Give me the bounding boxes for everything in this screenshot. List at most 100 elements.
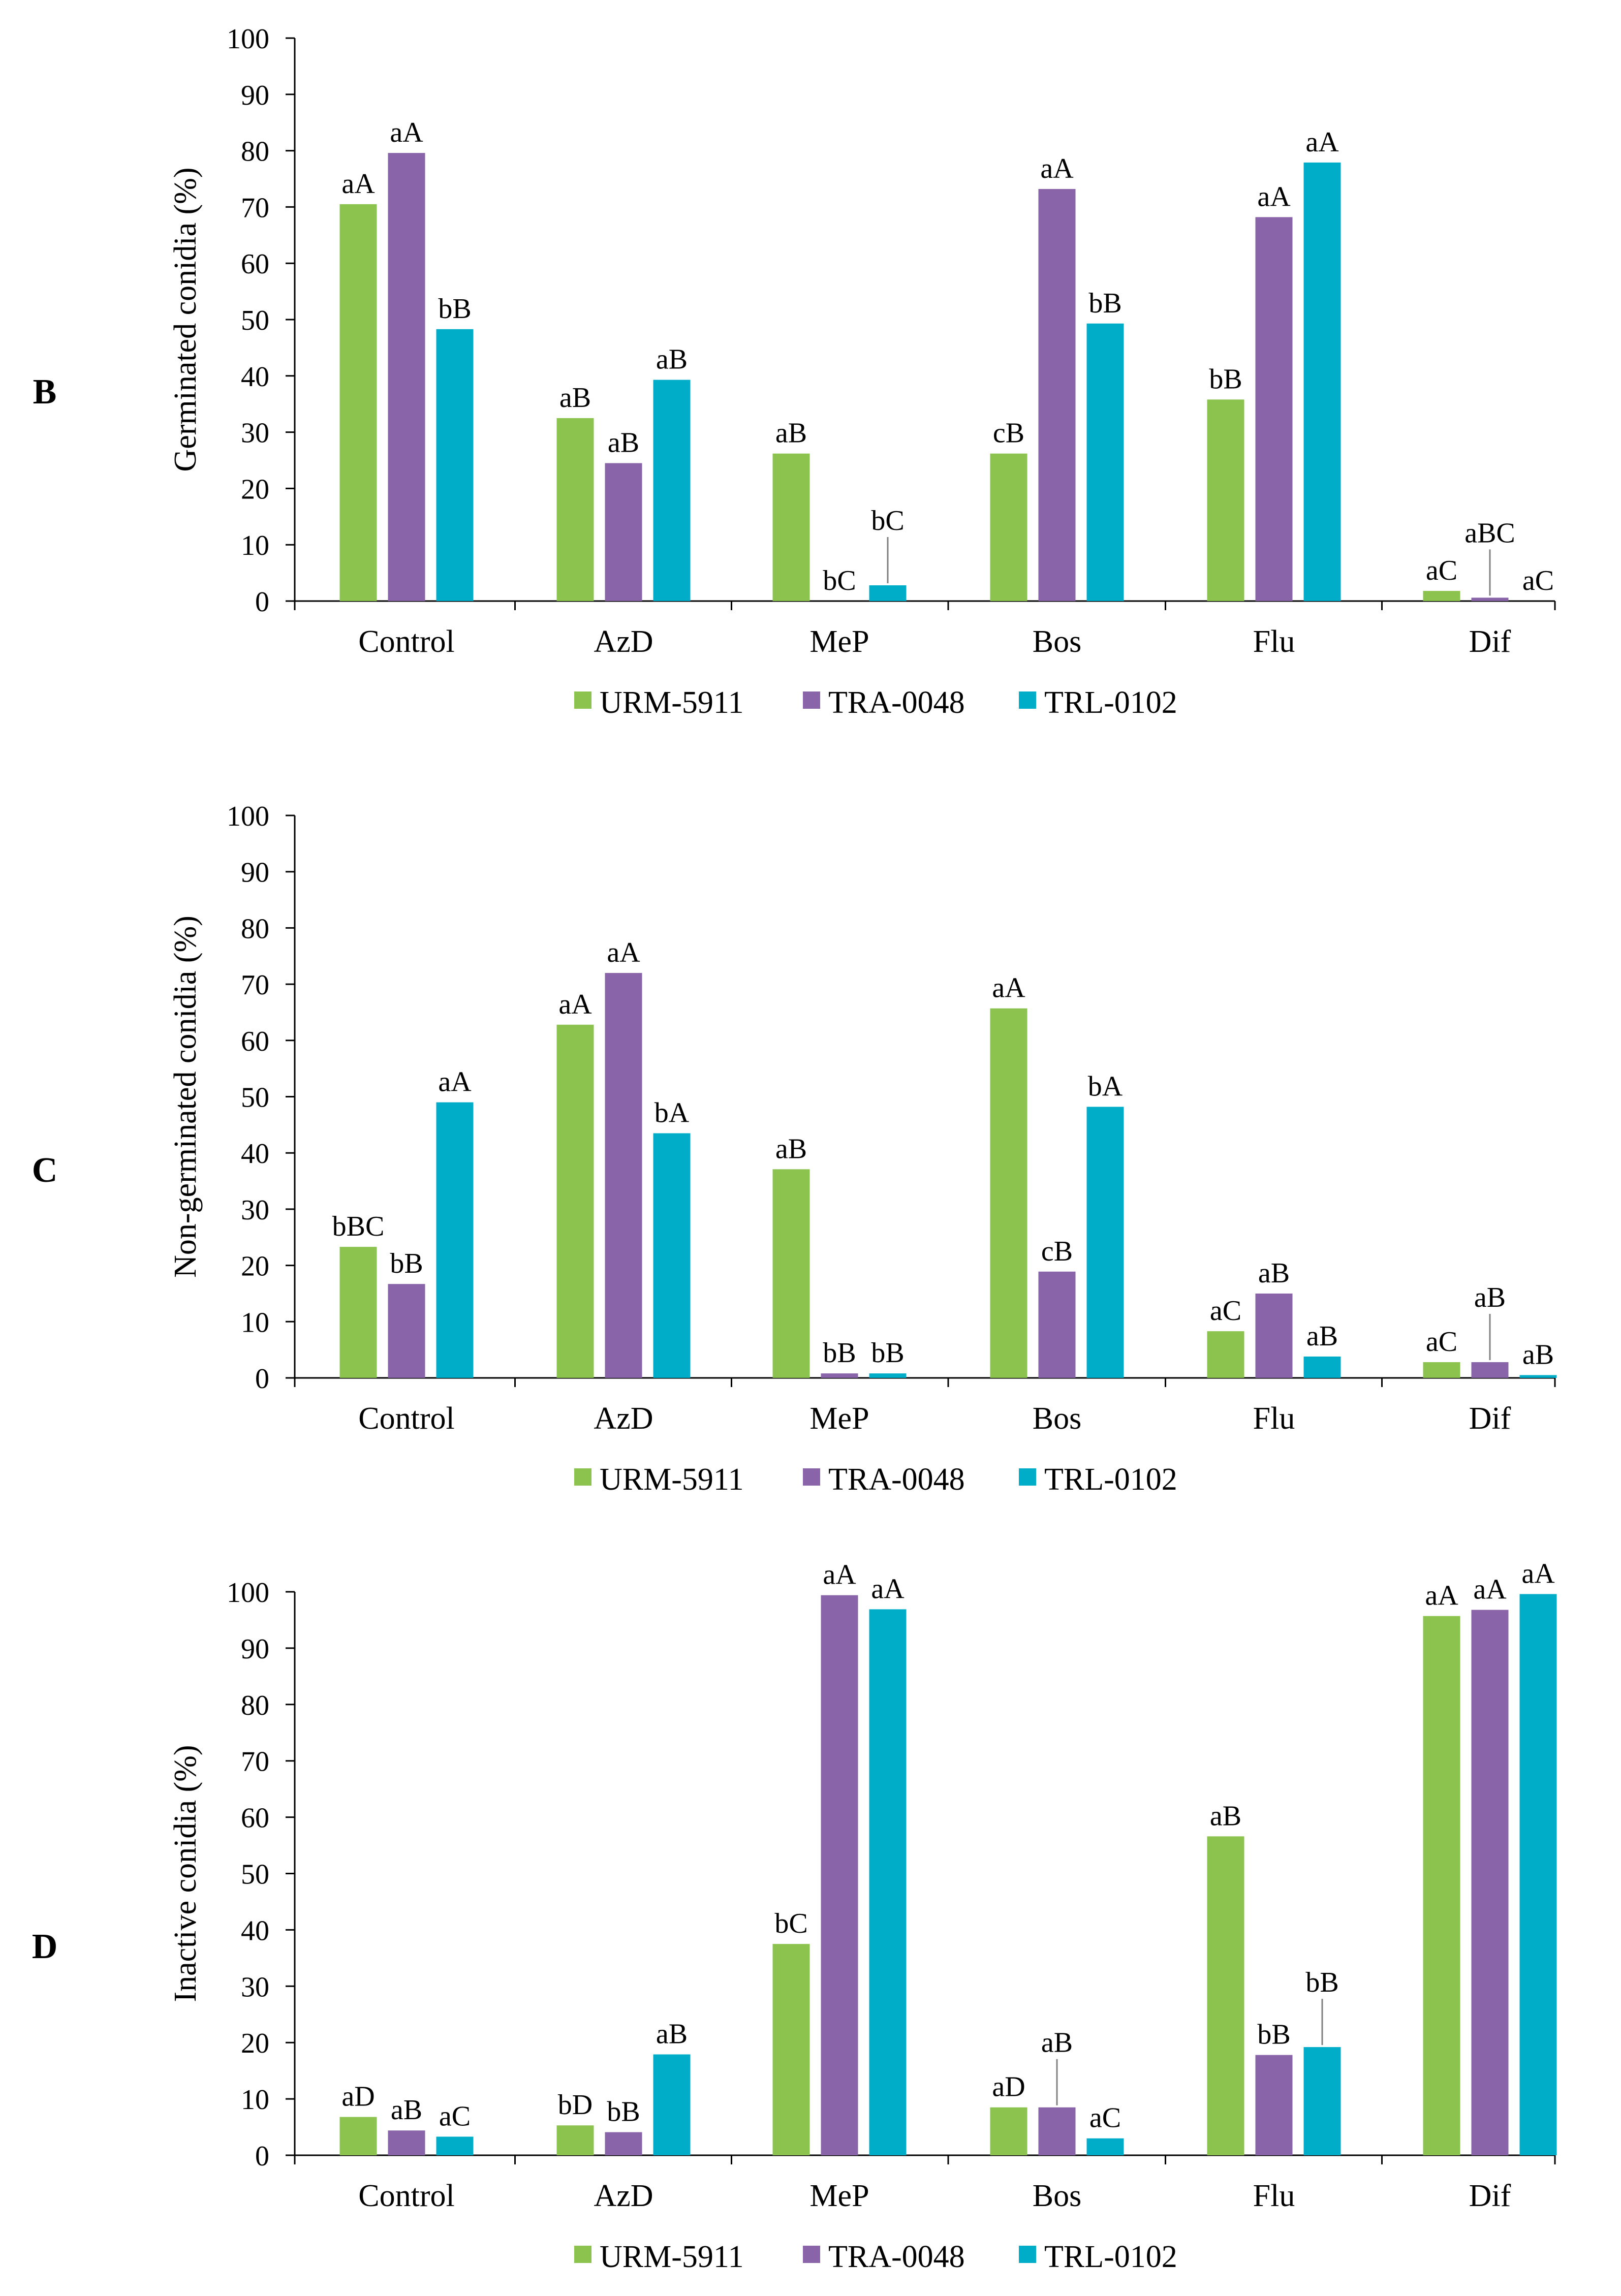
bar-urm-5911-control [339, 1247, 377, 1378]
bar-tra-0048-control [388, 2130, 425, 2155]
bar-trl-0102-bos [1086, 2138, 1124, 2155]
data-label: aD [341, 2081, 375, 2113]
category-label: Bos [1033, 1401, 1081, 1436]
category-label: Dif [1469, 1401, 1511, 1436]
y-tick-label: 10 [241, 2084, 269, 2116]
data-label: bB [438, 293, 471, 325]
legend-label: TRL-0102 [1044, 2240, 1177, 2274]
legend-swatch-urm-5911 [574, 691, 591, 709]
data-label: aA [871, 1573, 905, 1605]
data-label: cB [993, 418, 1024, 449]
bar-tra-0048-control [388, 153, 425, 602]
data-label: bD [558, 2089, 593, 2121]
bar-trl-0102-control [436, 1102, 474, 1378]
data-label: bB [871, 1337, 904, 1369]
data-label: bB [390, 1248, 423, 1279]
data-label: aA [558, 989, 592, 1020]
data-label: aB [1474, 1282, 1506, 1313]
legend-label: URM-5911 [600, 2240, 744, 2274]
category-label: AzD [594, 1401, 653, 1436]
legend-label: TRA-0048 [828, 685, 965, 720]
category-label: Flu [1253, 2179, 1295, 2213]
y-tick-label: 0 [255, 586, 269, 618]
bar-tra-0048-control [388, 1284, 425, 1378]
y-axis-label: Non-germinated conidia (%) [168, 916, 203, 1278]
data-label: aA [438, 1066, 472, 1098]
bar-trl-0102-azd [653, 1133, 691, 1378]
y-tick-label: 90 [241, 1633, 269, 1665]
bar-trl-0102-dif [1519, 1375, 1557, 1378]
category-label: Flu [1253, 624, 1295, 659]
bar-tra-0048-mep [821, 1595, 858, 2155]
data-label: aC [1089, 2102, 1121, 2134]
bar-tra-0048-bos [1038, 2107, 1076, 2155]
data-label: aB [559, 382, 591, 414]
y-tick-label: 80 [241, 913, 269, 945]
bar-trl-0102-flu [1303, 1356, 1341, 1378]
bar-urm-5911-mep [772, 1944, 810, 2155]
legend-swatch-tra-0048 [803, 691, 820, 709]
bar-trl-0102-mep [869, 1609, 907, 2155]
data-label: cB [1041, 1236, 1073, 1267]
data-label: aB [775, 1133, 807, 1165]
data-label: aA [390, 117, 423, 148]
data-label: aB [656, 2018, 688, 2050]
y-tick-label: 20 [241, 2028, 269, 2059]
category-label: AzD [594, 624, 653, 659]
bar-tra-0048-azd [605, 2132, 642, 2155]
legend-label: TRA-0048 [828, 2240, 965, 2274]
data-label: bB [607, 2096, 640, 2128]
category-label: Control [358, 624, 454, 659]
category-label: Control [358, 2179, 454, 2213]
y-tick-label: 10 [241, 1307, 269, 1338]
bar-urm-5911-mep [772, 1169, 810, 1378]
data-label: aA [1257, 181, 1291, 212]
data-label: aC [1522, 565, 1554, 596]
y-tick-label: 100 [227, 1577, 269, 1609]
y-tick-label: 0 [255, 2141, 269, 2172]
bar-urm-5911-dif [1423, 1362, 1460, 1378]
bar-trl-0102-bos [1086, 1107, 1124, 1378]
bar-urm-5911-flu [1207, 1836, 1244, 2155]
bar-tra-0048-flu [1255, 217, 1293, 601]
legend-swatch-trl-0102 [1019, 1468, 1036, 1486]
bar-urm-5911-bos [990, 453, 1027, 601]
bar-trl-0102-control [436, 2136, 474, 2155]
data-label: aA [1521, 1558, 1555, 1589]
bar-urm-5911-azd [556, 418, 594, 601]
data-label: aB [775, 418, 807, 449]
category-label: Dif [1469, 624, 1511, 659]
y-tick-label: 90 [241, 857, 269, 889]
data-label: bC [774, 1908, 807, 1939]
data-label: bC [871, 505, 904, 537]
data-label: aA [1040, 153, 1074, 184]
y-tick-label: 60 [241, 1026, 269, 1057]
y-tick-label: 70 [241, 192, 269, 224]
bar-tra-0048-bos [1038, 188, 1076, 602]
data-label: bA [654, 1097, 690, 1128]
y-tick-label: 40 [241, 1138, 269, 1170]
bar-trl-0102-mep [869, 585, 907, 601]
data-label: aA [1473, 1574, 1507, 1605]
data-label: bB [823, 1337, 856, 1369]
data-label: bB [1088, 288, 1121, 319]
bar-tra-0048-dif [1471, 1362, 1509, 1378]
data-label: aB [391, 2094, 422, 2126]
data-label: bB [1305, 1967, 1338, 1998]
bar-urm-5911-azd [556, 1024, 594, 1378]
legend-label: TRL-0102 [1044, 685, 1177, 720]
bar-tra-0048-flu [1255, 2055, 1293, 2155]
bar-urm-5911-dif [1423, 1616, 1460, 2155]
y-tick-label: 70 [241, 969, 269, 1001]
y-tick-label: 50 [241, 1082, 269, 1114]
bar-tra-0048-flu [1255, 1293, 1293, 1378]
legend-swatch-urm-5911 [574, 2246, 591, 2263]
legend-swatch-trl-0102 [1019, 691, 1036, 709]
category-label: Control [358, 1401, 454, 1436]
category-label: MeP [809, 624, 869, 659]
legend-swatch-urm-5911 [574, 1468, 591, 1486]
y-tick-label: 100 [227, 801, 269, 832]
data-label: aB [608, 427, 639, 459]
data-label: bA [1088, 1071, 1123, 1102]
